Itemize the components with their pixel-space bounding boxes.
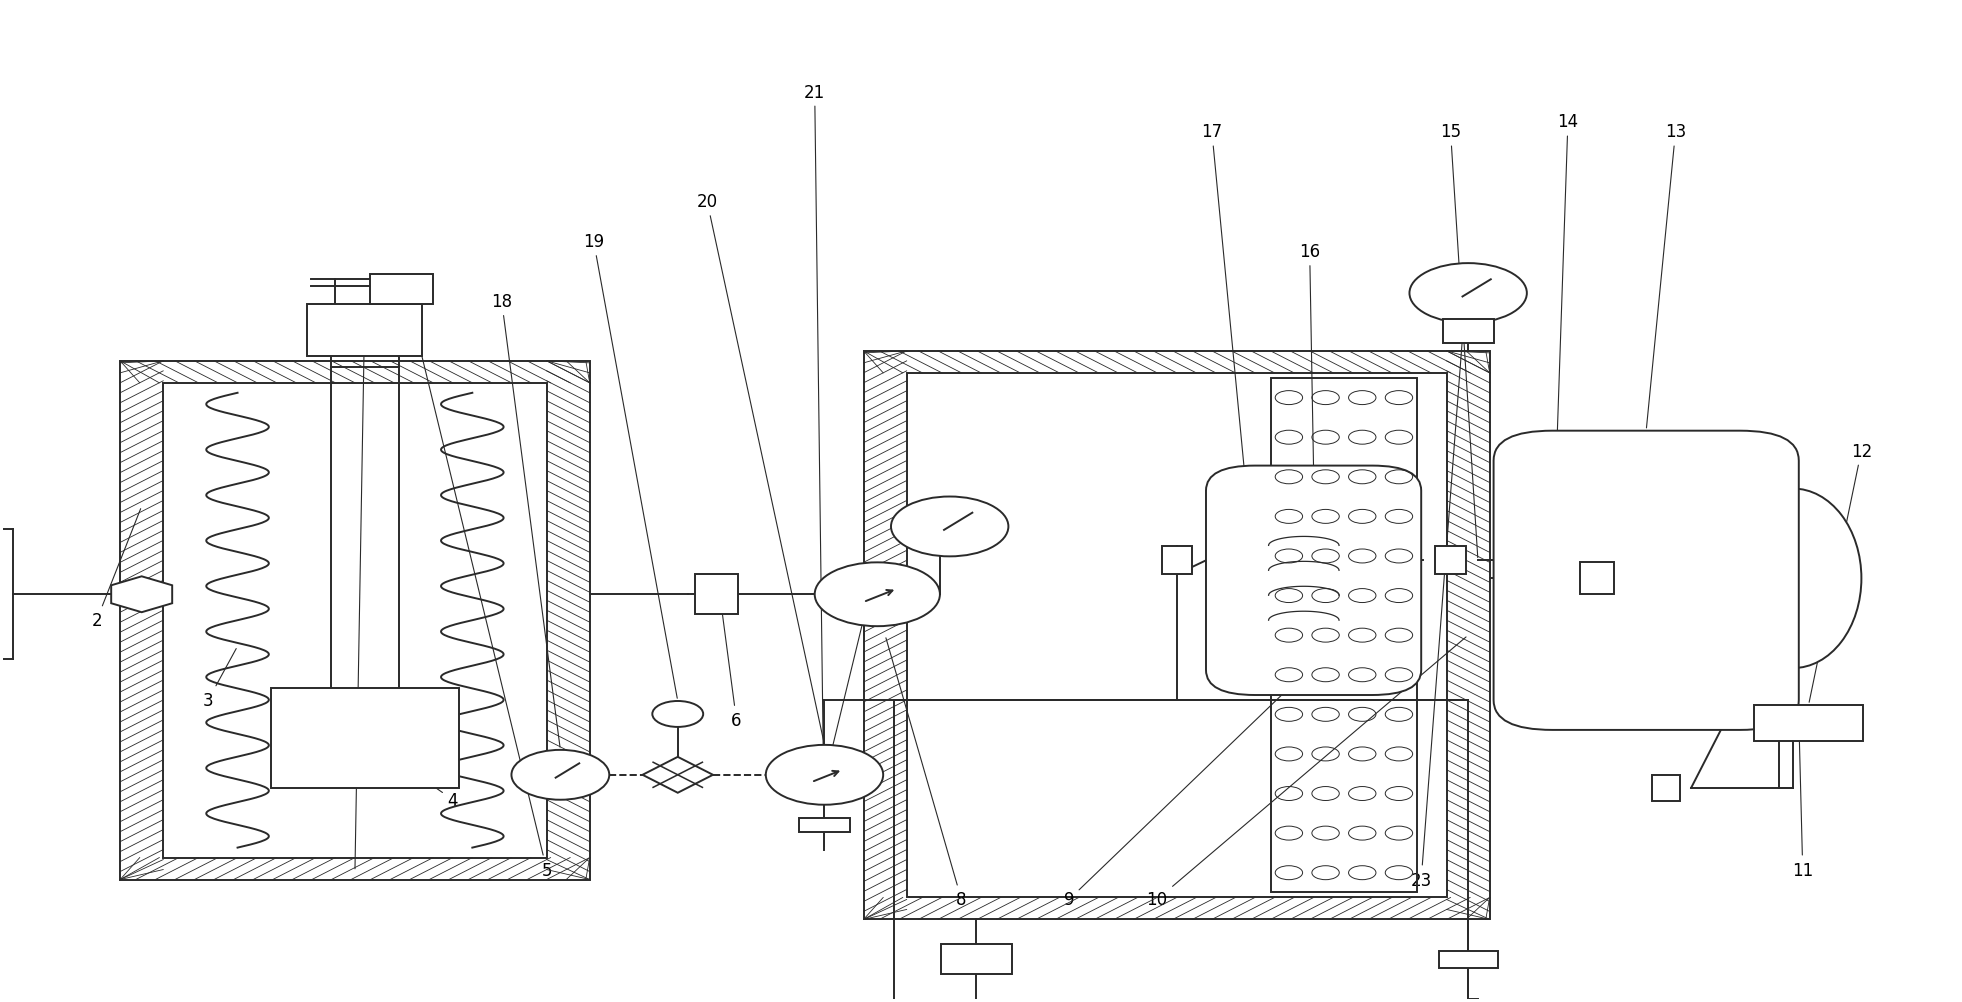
Polygon shape [1652, 775, 1679, 801]
Text: 6: 6 [718, 575, 742, 729]
Circle shape [814, 563, 940, 626]
Circle shape [891, 497, 1008, 557]
Text: 16: 16 [1299, 242, 1320, 468]
Text: 5: 5 [402, 278, 551, 879]
FancyBboxPatch shape [1493, 431, 1799, 730]
Polygon shape [371, 275, 434, 305]
Text: 11: 11 [1791, 492, 1813, 879]
Text: 9: 9 [1063, 637, 1342, 909]
Ellipse shape [1725, 489, 1862, 668]
Circle shape [1409, 264, 1526, 324]
Text: 12: 12 [1809, 442, 1872, 702]
Polygon shape [1436, 547, 1466, 575]
Text: 14: 14 [1552, 113, 1579, 578]
Text: 3: 3 [202, 649, 235, 709]
Text: 10: 10 [1146, 637, 1466, 909]
Polygon shape [120, 362, 591, 880]
Circle shape [512, 750, 610, 800]
Text: 21: 21 [804, 83, 826, 847]
Circle shape [765, 745, 883, 805]
Text: 20: 20 [697, 193, 824, 742]
Polygon shape [1579, 563, 1615, 594]
Text: 22: 22 [353, 303, 375, 869]
Polygon shape [271, 688, 459, 788]
Polygon shape [799, 818, 850, 832]
Text: 17: 17 [1201, 123, 1254, 578]
Polygon shape [1754, 705, 1864, 741]
Polygon shape [1438, 951, 1497, 968]
Polygon shape [695, 575, 738, 614]
Text: 13: 13 [1646, 123, 1685, 429]
Polygon shape [1162, 547, 1191, 575]
FancyBboxPatch shape [1207, 466, 1420, 695]
Polygon shape [163, 384, 547, 858]
Polygon shape [906, 374, 1446, 898]
Text: 15: 15 [1440, 123, 1477, 558]
Text: 2: 2 [92, 509, 141, 629]
Polygon shape [1442, 320, 1493, 344]
Text: 7: 7 [820, 565, 877, 789]
Polygon shape [308, 305, 422, 357]
Polygon shape [942, 945, 1012, 974]
Text: 4: 4 [367, 739, 457, 809]
Text: 8: 8 [887, 638, 967, 909]
Polygon shape [863, 352, 1489, 920]
Text: 19: 19 [583, 232, 677, 698]
Text: 18: 18 [490, 293, 559, 747]
Text: 23: 23 [1411, 267, 1468, 889]
Polygon shape [112, 577, 173, 612]
